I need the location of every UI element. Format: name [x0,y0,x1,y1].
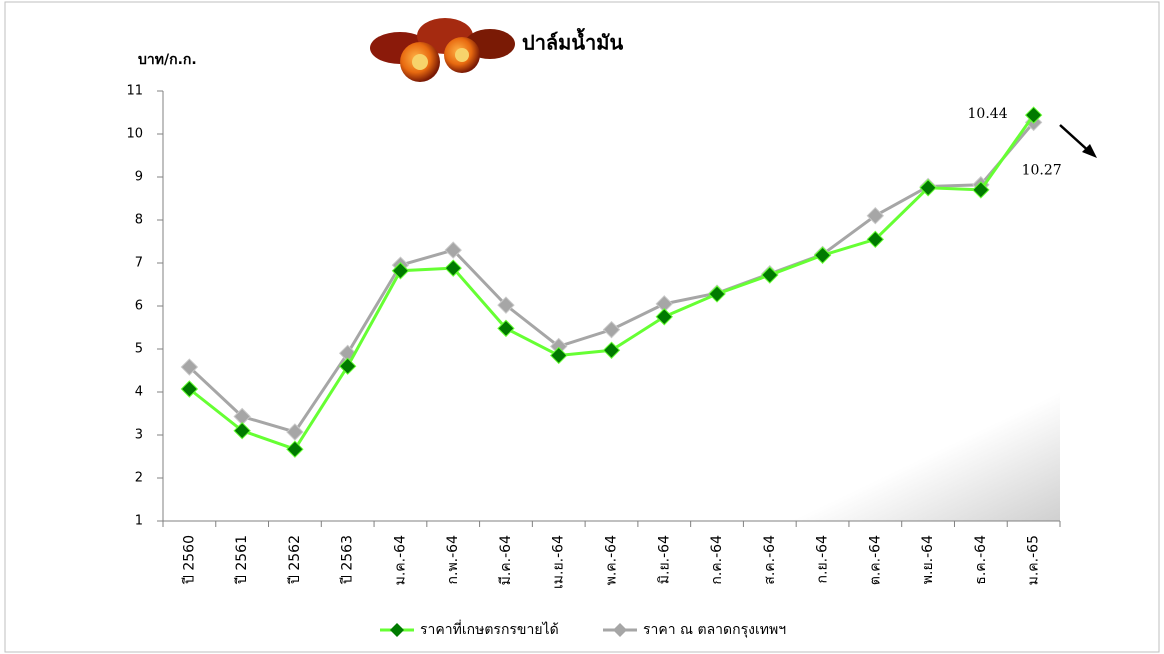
y-tick-label: 6 [135,299,143,314]
y-tick-label: 11 [126,84,143,99]
data-label: 10.27 [1022,162,1062,178]
x-tick-label: เม.ย.-64 [551,535,567,589]
x-tick-label: ปี 2563 [340,535,356,584]
x-tick-label: ปี 2560 [181,535,197,584]
plot-area [163,91,1060,521]
legend-label: ราคา ณ ตลาดกรุงเทพฯ [643,622,786,638]
x-tick-label: มิ.ย.-64 [656,535,672,584]
x-tick-label: ส.ค.-64 [762,535,778,585]
legend-marker [613,623,627,637]
x-tick-label: ก.ค.-64 [709,535,725,585]
y-tick-label: 10 [126,127,143,142]
y-tick-label: 7 [135,256,143,271]
x-tick-label: ปี 2561 [234,535,250,584]
y-tick-label: 4 [135,385,143,400]
x-tick-label: ม.ค.-65 [1026,535,1042,585]
x-tick-label: ปี 2562 [287,535,303,584]
y-tick-label: 2 [135,471,143,486]
x-tick-label: ก.ย.-64 [815,535,831,584]
x-tick-label: พ.ค.-64 [604,535,620,585]
y-axis-label: บาท/ก.ก. [138,52,197,68]
legend-label: ราคาที่เกษตรกรขายได้ [420,620,559,638]
x-tick-label: ก.พ.-64 [445,535,461,585]
x-tick-label: มี.ค.-64 [498,535,514,585]
x-tick-label: ธ.ค.-64 [973,535,989,585]
y-tick-label: 1 [135,514,143,529]
y-tick-label: 5 [135,342,143,357]
chart-title: ปาล์มน้ำมัน [522,28,623,55]
chart: ปาล์มน้ำมัน บาท/ก.ก. 1 2 3 4 5 6 7 8 9 10 11 ปี 256… [0,0,1164,654]
data-label: 10.44 [968,106,1008,122]
x-tick-label: พ.ย.-64 [920,535,936,584]
x-tick-label: ต.ค.-64 [867,535,883,585]
y-tick-label: 9 [135,170,143,185]
x-tick-label: ม.ค.-64 [392,535,408,585]
y-tick-label: 3 [135,428,143,443]
y-tick-label: 8 [135,213,143,228]
legend-marker [390,623,404,637]
palm-fruit-icon [370,18,515,82]
